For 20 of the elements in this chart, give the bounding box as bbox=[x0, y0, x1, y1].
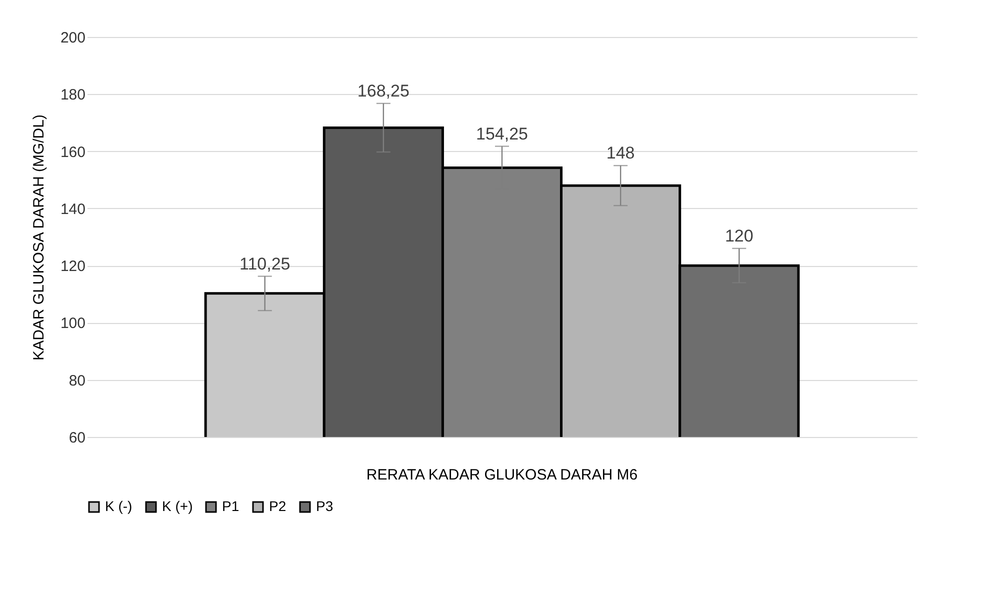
y-tick-label: 100 bbox=[60, 315, 86, 332]
legend-label: P1 bbox=[222, 498, 240, 514]
y-tick-label: 140 bbox=[60, 200, 86, 218]
legend-label: P2 bbox=[269, 498, 286, 514]
y-tick-label: 80 bbox=[68, 372, 86, 390]
data-label: 120 bbox=[724, 226, 754, 246]
y-tick-label: 120 bbox=[60, 258, 86, 276]
legend-label: K (-) bbox=[105, 498, 132, 514]
y-tick-label: 180 bbox=[60, 86, 86, 104]
data-label: 154,25 bbox=[476, 124, 528, 144]
data-label: 148 bbox=[606, 144, 635, 163]
legend-label: K (+) bbox=[162, 498, 193, 514]
data-label: 168,25 bbox=[357, 81, 410, 100]
data-label: 110,25 bbox=[239, 254, 290, 274]
y-axis-title: KADAR GLUKOSA DARAH (MG/DL) bbox=[30, 114, 48, 360]
y-tick-label: 160 bbox=[60, 144, 86, 161]
legend-label: P3 bbox=[316, 498, 334, 514]
y-tick-label: 200 bbox=[60, 30, 86, 46]
x-tick-label: RERATA KADAR GLUKOSA DARAH M6 bbox=[366, 466, 638, 484]
y-tick-label: 60 bbox=[68, 430, 86, 446]
